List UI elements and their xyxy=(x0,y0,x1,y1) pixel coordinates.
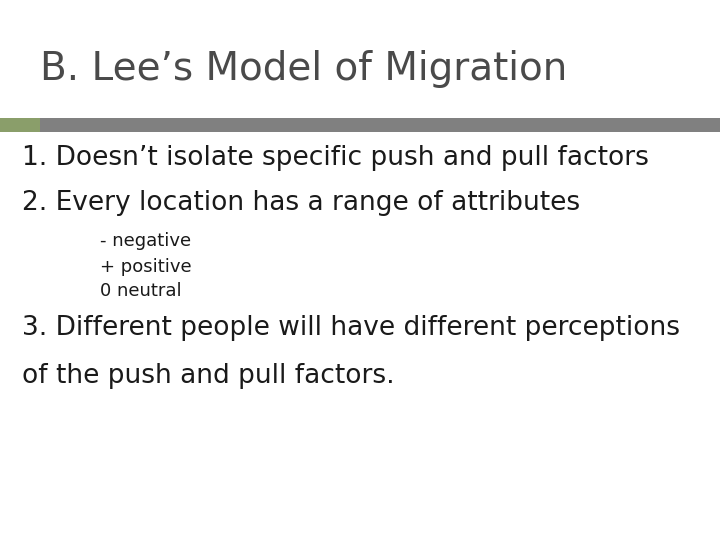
Text: 1. Doesn’t isolate specific push and pull factors: 1. Doesn’t isolate specific push and pul… xyxy=(22,145,649,171)
Text: + positive: + positive xyxy=(100,258,192,276)
Text: of the push and pull factors.: of the push and pull factors. xyxy=(22,363,395,389)
Text: - negative: - negative xyxy=(100,232,191,250)
Text: 2. Every location has a range of attributes: 2. Every location has a range of attribu… xyxy=(22,190,580,216)
Text: 0 neutral: 0 neutral xyxy=(100,282,181,300)
Text: B. Lee’s Model of Migration: B. Lee’s Model of Migration xyxy=(40,50,567,88)
Bar xyxy=(40,118,720,132)
Bar xyxy=(0,118,40,132)
Text: 3. Different people will have different perceptions: 3. Different people will have different … xyxy=(22,315,680,341)
